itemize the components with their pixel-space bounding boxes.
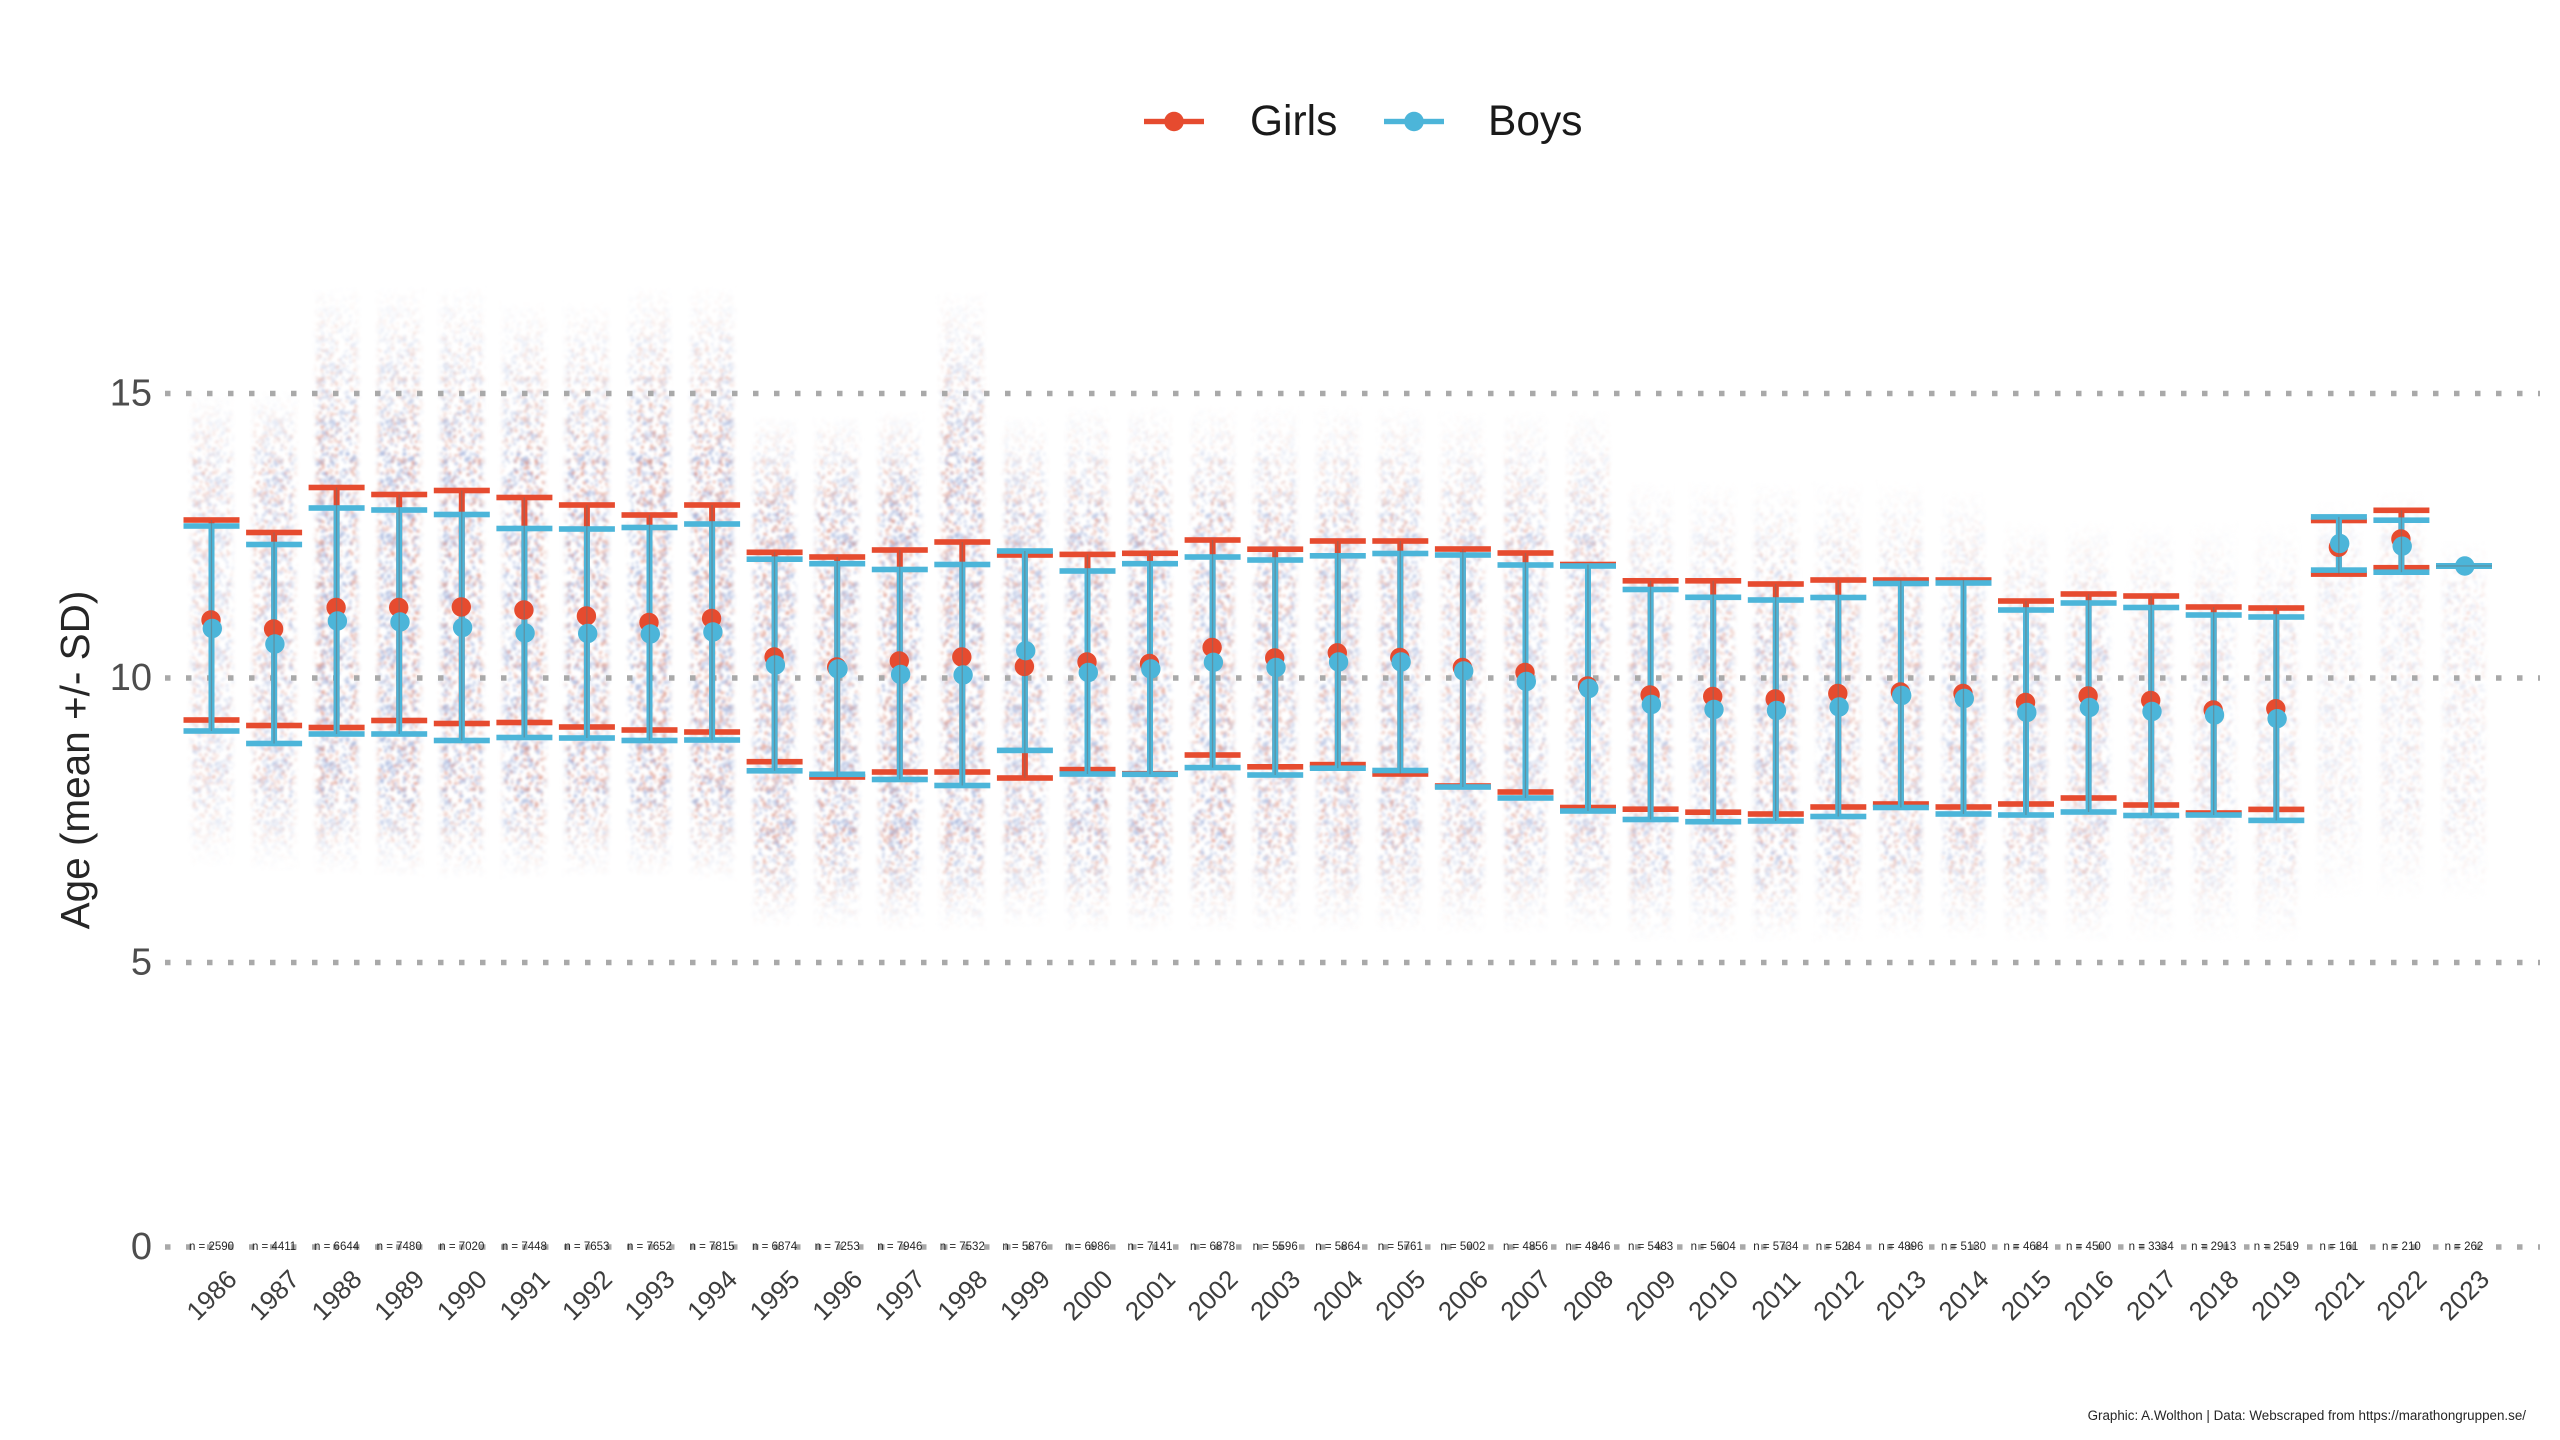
svg-text:15: 15 [110, 373, 152, 415]
svg-text:n = 5130: n = 5130 [1941, 1241, 1986, 1253]
svg-text:n = 5284: n = 5284 [1816, 1241, 1862, 1253]
svg-text:n = 5604: n = 5604 [1691, 1241, 1737, 1253]
svg-text:n = 2519: n = 2519 [2254, 1241, 2299, 1253]
svg-text:n = 4856: n = 4856 [1503, 1241, 1548, 1253]
svg-text:n = 7480: n = 7480 [377, 1241, 422, 1253]
svg-text:n = 5596: n = 5596 [1253, 1241, 1298, 1253]
svg-text:n = 2913: n = 2913 [2191, 1241, 2236, 1253]
svg-text:n = 7253: n = 7253 [815, 1241, 860, 1253]
svg-text:Age (mean +/- SD): Age (mean +/- SD) [52, 591, 98, 930]
svg-text:n = 5734: n = 5734 [1753, 1241, 1799, 1253]
svg-text:n = 5002: n = 5002 [1440, 1241, 1485, 1253]
svg-text:n = 6878: n = 6878 [1190, 1241, 1235, 1253]
svg-text:n = 4896: n = 4896 [1878, 1241, 1923, 1253]
svg-text:n = 7141: n = 7141 [1127, 1241, 1172, 1253]
svg-text:n = 4500: n = 4500 [2066, 1241, 2111, 1253]
svg-text:5: 5 [131, 942, 152, 984]
svg-text:n = 5483: n = 5483 [1628, 1241, 1673, 1253]
svg-text:n = 7020: n = 7020 [439, 1241, 484, 1253]
svg-text:n = 6644: n = 6644 [314, 1241, 360, 1253]
svg-text:n = 161: n = 161 [2320, 1241, 2359, 1253]
svg-text:n = 5864: n = 5864 [1315, 1241, 1361, 1253]
svg-text:Girls: Girls [1250, 98, 1337, 145]
svg-text:n = 4684: n = 4684 [2003, 1241, 2049, 1253]
svg-text:n = 7532: n = 7532 [940, 1241, 985, 1253]
svg-text:n = 5876: n = 5876 [1002, 1241, 1047, 1253]
svg-text:Graphic: A.Wolthon | Data: Web: Graphic: A.Wolthon | Data: Webscraped fr… [2088, 1408, 2527, 1423]
svg-text:0: 0 [131, 1226, 152, 1268]
svg-text:n = 7815: n = 7815 [690, 1241, 735, 1253]
svg-text:n = 2590: n = 2590 [189, 1241, 234, 1253]
svg-text:Boys: Boys [1488, 98, 1582, 145]
svg-text:n = 7946: n = 7946 [877, 1241, 922, 1253]
svg-text:n = 6874: n = 6874 [752, 1241, 798, 1253]
svg-text:n = 6986: n = 6986 [1065, 1241, 1110, 1253]
svg-text:n = 7652: n = 7652 [627, 1241, 672, 1253]
svg-text:n = 7653: n = 7653 [564, 1241, 609, 1253]
svg-text:10: 10 [110, 657, 152, 699]
svg-text:n = 3334: n = 3334 [2129, 1241, 2175, 1253]
svg-text:n = 210: n = 210 [2382, 1241, 2421, 1253]
svg-text:n = 4411: n = 4411 [252, 1241, 296, 1253]
svg-text:n = 4846: n = 4846 [1565, 1241, 1610, 1253]
svg-text:n = 262: n = 262 [2445, 1241, 2484, 1253]
svg-text:n = 7448: n = 7448 [502, 1241, 547, 1253]
svg-text:n = 5761: n = 5761 [1378, 1241, 1423, 1253]
